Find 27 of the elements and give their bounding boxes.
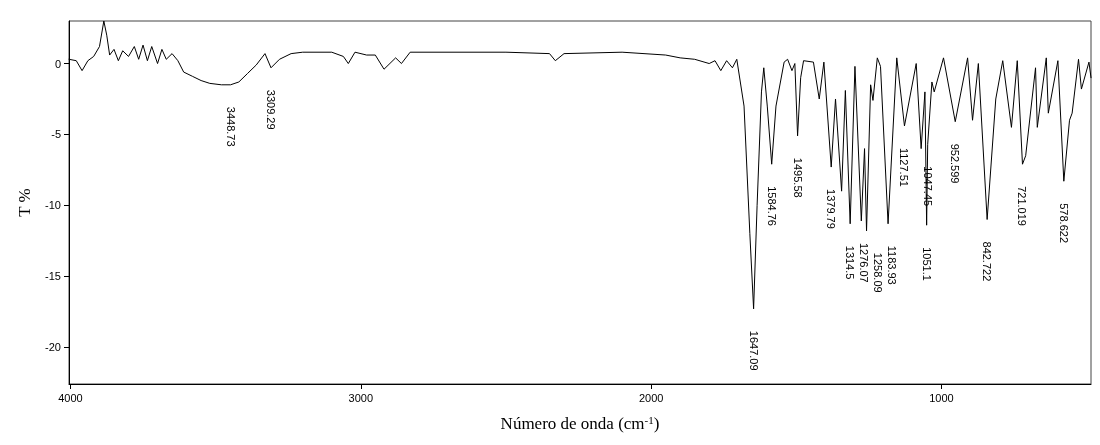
annotation: 1314.5 <box>844 245 857 280</box>
annotation: 842.722 <box>981 241 994 282</box>
y-tick-label: -15 <box>45 270 61 283</box>
annotation: 952.599 <box>949 143 962 184</box>
y-tick-label: -20 <box>45 341 61 354</box>
x-tick-label: 1000 <box>929 391 954 404</box>
y-tick-label: -5 <box>51 128 61 141</box>
annotation: 1051.1 <box>920 247 933 281</box>
annotation: 1647.09 <box>747 330 760 371</box>
y-tick-label: 0 <box>54 57 61 70</box>
annotation: 1495.58 <box>791 157 804 198</box>
y-axis-title: T % <box>15 188 34 217</box>
annotation: 1379.79 <box>825 189 838 229</box>
annotation: 1258.09 <box>872 252 885 293</box>
annotation: 3448.73 <box>224 106 237 147</box>
x-tick-label: 4000 <box>58 391 83 404</box>
annotation: 1276.07 <box>858 242 871 283</box>
annotation: 1127.51 <box>898 147 911 187</box>
annotation: 578.622 <box>1057 203 1070 243</box>
annotation: 1584.76 <box>765 186 778 226</box>
annotation: 1183.93 <box>886 245 899 285</box>
x-tick-label: 2000 <box>638 391 664 404</box>
annotation: 3309.29 <box>264 89 277 130</box>
annotation: 1047.45 <box>921 166 934 207</box>
x-tick-label: 3000 <box>348 391 374 404</box>
annotation: 721.019 <box>1016 186 1029 226</box>
y-tick-label: -10 <box>45 199 61 212</box>
